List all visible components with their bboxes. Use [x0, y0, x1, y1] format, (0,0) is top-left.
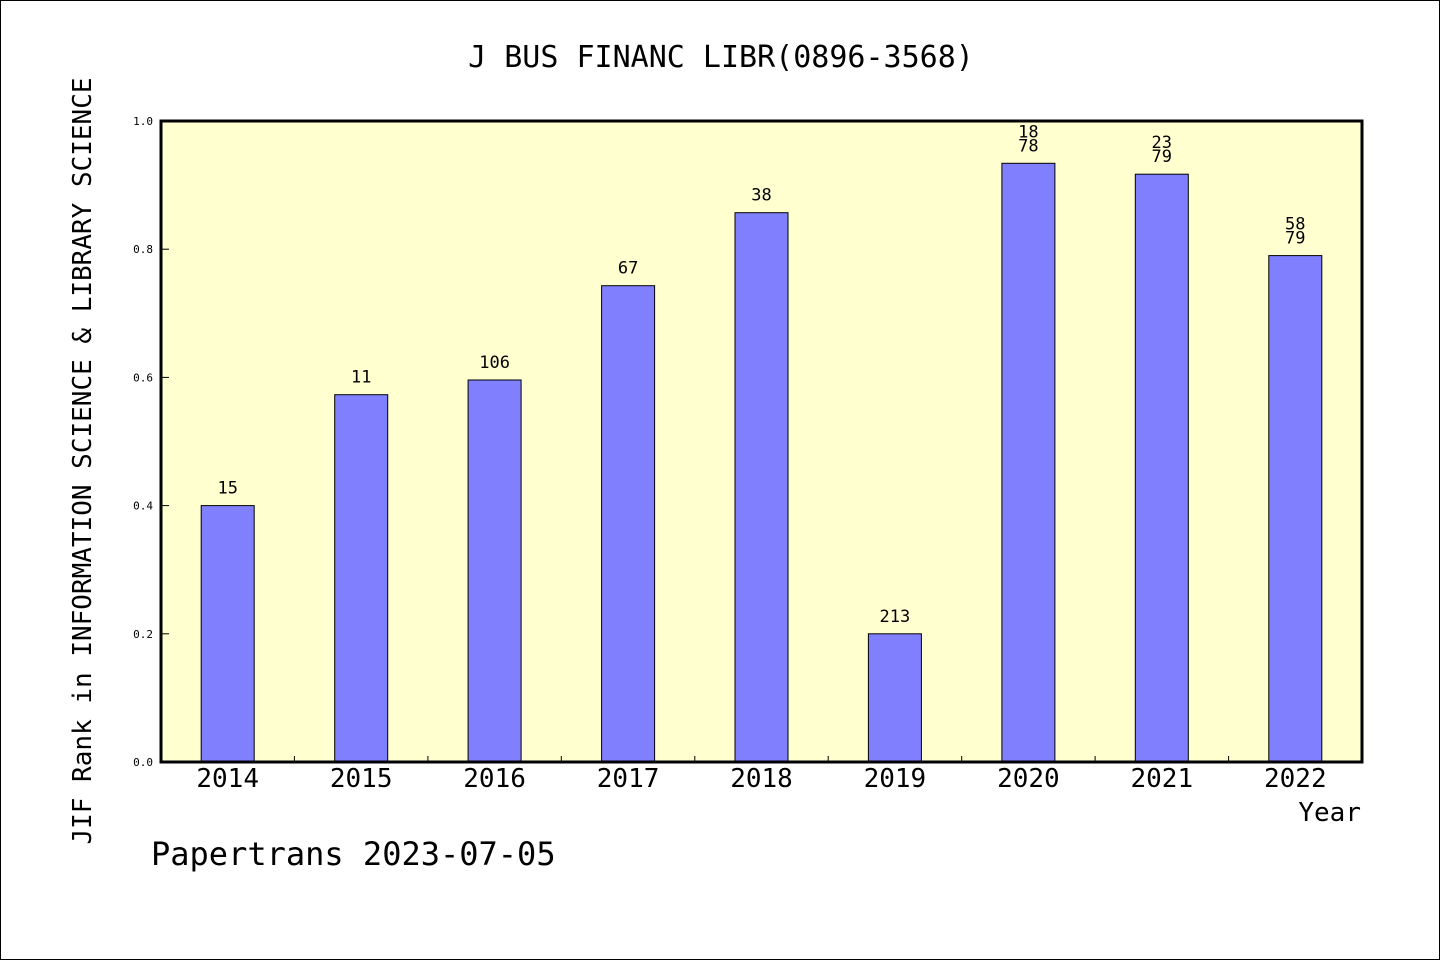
y-axis: 0.0 0.2 0.4 0.6 0.8 1.0	[133, 115, 169, 769]
x-tick-label-2017: 2017	[597, 764, 660, 794]
footer-text: Papertrans 2023-07-05	[151, 835, 556, 873]
bar-2014	[200, 505, 255, 763]
x-axis-label: Year	[1298, 798, 1361, 828]
bar-label-2022-1: 58	[1285, 215, 1305, 235]
bar-label-2021-2: 79	[1152, 147, 1172, 167]
x-tick-label-2020: 2020	[997, 764, 1060, 794]
bar-label-2020-1: 18	[1018, 122, 1038, 142]
x-tick-label-2019: 2019	[864, 764, 927, 794]
bar-label-2015: 11	[351, 368, 371, 388]
bar-label-2016: 106	[479, 353, 510, 373]
x-tick-label-2018: 2018	[730, 764, 793, 794]
bars-group	[200, 162, 1323, 763]
bar-2021	[1134, 173, 1189, 763]
bar-label-2021-1: 23	[1152, 133, 1172, 153]
y-tick-label-0.8: 0.8	[133, 243, 153, 256]
bar-label-2022-2: 79	[1285, 229, 1305, 249]
bar-label-2020-2: 78	[1018, 136, 1038, 156]
x-tick-label-2021: 2021	[1130, 764, 1193, 794]
x-axis: 2014 2015 2016 2017 2018 2019 2020 2021 2022	[196, 756, 1327, 794]
bar-2022	[1268, 255, 1323, 763]
bar-label-2018: 38	[751, 186, 771, 206]
x-tick-label-2022: 2022	[1264, 764, 1327, 794]
bar-2015	[334, 394, 389, 763]
y-tick-label-0.2: 0.2	[133, 628, 153, 641]
bar-2018	[734, 212, 789, 763]
y-tick-label-0.4: 0.4	[133, 500, 153, 513]
bar-2017	[601, 285, 656, 763]
x-tick-label-2016: 2016	[463, 764, 526, 794]
x-tick-label-2015: 2015	[330, 764, 393, 794]
y-tick-label-1.0: 1.0	[133, 115, 153, 128]
chart-title: J BUS FINANC LIBR(0896-3568)	[468, 40, 974, 75]
x-tick-label-2014: 2014	[196, 764, 259, 794]
bar-2016	[467, 379, 522, 763]
bar-label-2014: 15	[217, 479, 237, 499]
plot-border	[159, 119, 1364, 764]
bar-label-2017: 67	[618, 259, 638, 279]
y-tick-label-0.6: 0.6	[133, 371, 153, 384]
bar-label-2019: 213	[880, 607, 911, 627]
y-axis-label: JIF Rank in INFORMATION SCIENCE & LIBRAR…	[68, 77, 98, 844]
bar-2020	[1001, 162, 1056, 763]
bar-2019	[867, 633, 922, 763]
y-tick-label-0.0: 0.0	[133, 756, 153, 769]
